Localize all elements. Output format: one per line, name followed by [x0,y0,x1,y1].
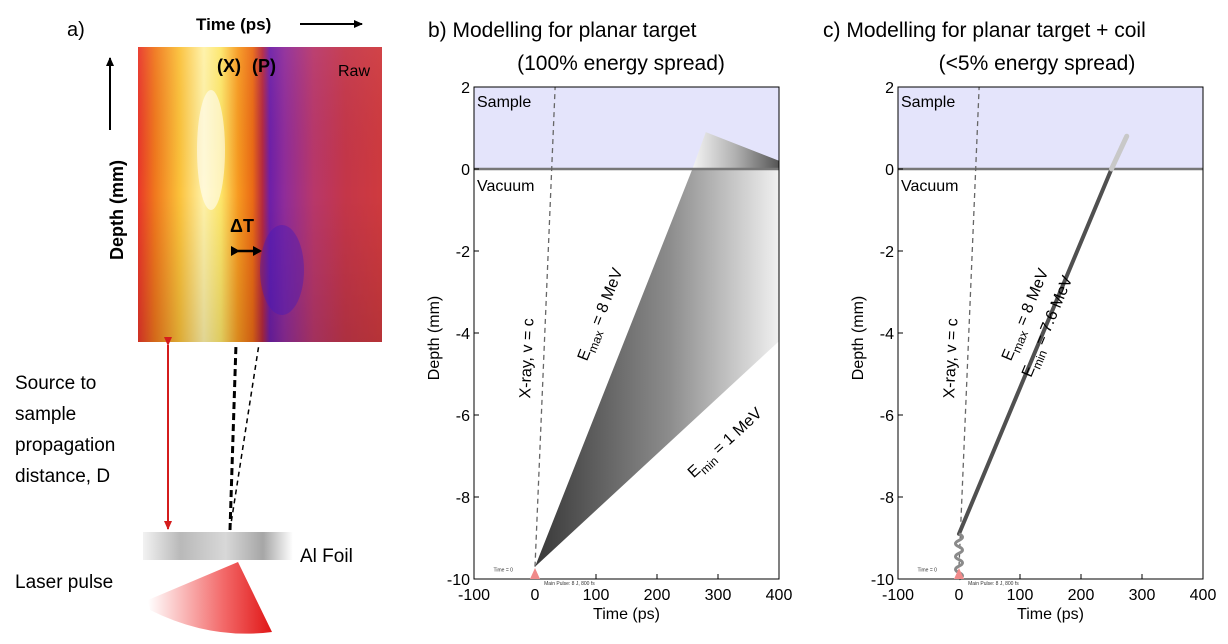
chart-b-emin-text: = 1 MeV [707,405,766,461]
p-marker-label: (P) [252,56,276,76]
chart-b-energy-fan [535,169,779,567]
chart-c-x-tick-label: 200 [1068,587,1095,604]
chart-b-y-ticks: -10 -8 -6 -4 -2 0 2 [447,80,479,589]
chart-b-emax-text: = 8 MeV [587,266,627,333]
chart-b-title: b) Modelling for planar target [428,19,697,42]
chart-c-y-tick-label: -2 [880,244,894,261]
chart-c-proton-beam [957,167,1114,536]
chart-c-x-ticks: -100 0 100 200 300 400 [882,574,1216,604]
chart-c-y-axis-label: Depth (mm) [850,296,867,380]
chart-c-x-tick-label: -100 [882,587,914,604]
chart-b-vacuum-label: Vacuum [477,178,535,195]
chart-b-xray-line [534,86,556,567]
al-foil-label: Al Foil [300,546,353,567]
chart-b-y-tick-label: -6 [456,408,470,425]
chart-b-x-tick-label: 300 [705,587,732,604]
time-axis-label: Time (ps) [196,15,271,34]
chart-b-x-tick-label: 400 [766,587,793,604]
source-text-line-1: Source to [15,373,96,394]
heatmap-hotspot [197,90,225,210]
chart-c-y-tick-label: 0 [885,162,894,179]
chart-c-title: c) Modelling for planar target + coil [823,19,1146,42]
chart-b-y-tick-label: -10 [447,572,470,589]
chart-c-pulse-marker [954,568,964,579]
chart-c-y-tick-label: -6 [880,408,894,425]
chart-c-time-zero-label: Time = 0 [918,568,938,574]
chart-b-x-tick-label: 0 [531,587,540,604]
chart-c-sample-label: Sample [901,94,955,111]
chart-c-x-tick-label: 400 [1190,587,1217,604]
chart-c-x-tick-label: 300 [1129,587,1156,604]
chart-b-xray-label: X-ray, v = c [517,318,537,399]
chart-b-sample-label: Sample [477,94,531,111]
laser-pulse-label: Laser pulse [15,572,113,593]
source-text-line-3: propagation [15,435,115,456]
chart-b-y-tick-label: -4 [456,326,470,343]
chart-c-y-tick-label: -4 [880,326,894,343]
heatmap-shade [138,47,382,342]
chart-b-time-zero-label: Time = 0 [494,568,514,574]
chart-b-x-tick-label: -100 [458,587,490,604]
chart-c-xray-line [958,86,980,567]
x-marker-label: (X) [217,56,241,76]
panel-c: c) Modelling for planar target + coil (<… [823,19,1216,623]
chart-c-y-tick-label: -8 [880,490,894,507]
chart-c-subtitle: (<5% energy spread) [939,52,1136,75]
chart-b-y-tick-label: -8 [456,490,470,507]
chart-c-y-tick-label: 2 [885,80,894,97]
chart-b-x-axis-label: Time (ps) [593,606,660,623]
chart-b-x-tick-label: 100 [583,587,610,604]
chart-b-x-tick-label: 200 [644,587,671,604]
chart-b-y-tick-label: 0 [461,162,470,179]
chart-c-xray-label: X-ray, v = c [941,318,961,399]
al-foil [143,532,293,560]
panel-a: a) Time (ps) Depth (mm) (X) (P) Raw ΔT S… [15,15,382,634]
delta-t-label: ΔT [230,216,254,236]
chart-c-y-tick-label: -10 [871,572,894,589]
chart-c-vacuum-label: Vacuum [901,178,959,195]
chart-b-subtitle: (100% energy spread) [517,52,725,75]
chart-c-emin-sub: min [1030,348,1050,371]
source-text-line-4: distance, D [15,466,110,487]
chart-c-y-ticks: -10 -8 -6 -4 -2 0 2 [871,80,903,589]
chart-b-pulse-marker [530,568,540,579]
chart-b-emax-sub: max [585,328,606,354]
chart-b-main-pulse-label: Main Pulse: 8 J, 800 fs [544,581,595,587]
heatmap-dark-region [260,225,304,315]
source-text-line-2: sample [15,404,76,425]
chart-c-x-tick-label: 100 [1007,587,1034,604]
chart-b-y-tick-label: 2 [461,80,470,97]
proton-ray-dashed [229,343,260,531]
chart-b-x-ticks: -100 0 100 200 300 400 [458,574,792,604]
chart-c-x-axis-label: Time (ps) [1017,606,1084,623]
raw-label: Raw [338,63,370,80]
chart-c-sample-region [898,87,1203,169]
chart-c-emax-sub: max [1009,329,1031,355]
chart-c-main-pulse-label: Main Pulse: 8 J, 800 fs [968,581,1019,587]
chart-b-sample-wedge [692,132,779,169]
laser-pulse-cone [148,562,272,634]
chart-b-y-axis-label: Depth (mm) [426,296,443,380]
chart-b-y-tick-label: -2 [456,244,470,261]
depth-axis-label: Depth (mm) [107,160,127,260]
xray-ray-dashed [228,343,238,531]
chart-c-beam-tail [1109,133,1130,172]
panel-b: b) Modelling for planar target (100% ene… [426,19,792,623]
chart-c-x-tick-label: 0 [955,587,964,604]
panel-a-label: a) [67,19,85,41]
